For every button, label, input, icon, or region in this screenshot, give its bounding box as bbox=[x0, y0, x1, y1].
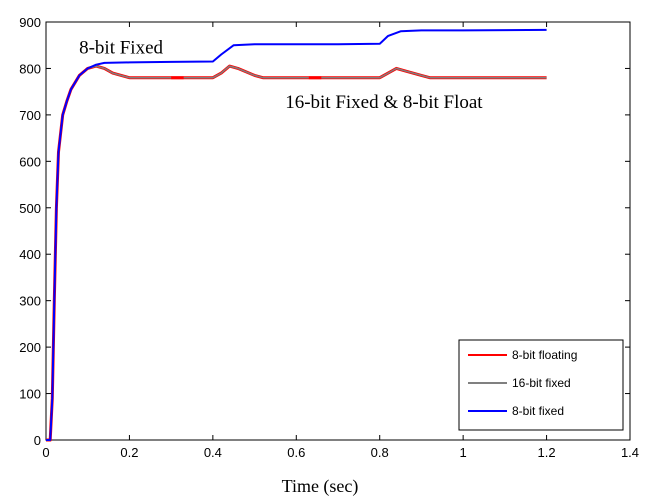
x-tick-label: 1.2 bbox=[538, 445, 556, 460]
x-tick-label: 0.6 bbox=[287, 445, 305, 460]
y-tick-label: 900 bbox=[19, 15, 41, 30]
x-tick-label: 0.2 bbox=[120, 445, 138, 460]
x-tick-label: 1 bbox=[460, 445, 467, 460]
x-axis: 0 0.2 0.4 0.6 0.8 1 1.2 1.4 bbox=[42, 22, 639, 460]
y-tick-label: 700 bbox=[19, 108, 41, 123]
x-axis-label: Time (sec) bbox=[282, 476, 359, 497]
x-tick-label: 1.4 bbox=[621, 445, 639, 460]
y-tick-label: 200 bbox=[19, 340, 41, 355]
y-tick-label: 800 bbox=[19, 61, 41, 76]
legend-label: 8-bit fixed bbox=[512, 404, 564, 418]
y-tick-label: 300 bbox=[19, 294, 41, 309]
y-tick-label: 600 bbox=[19, 154, 41, 169]
y-tick-label: 0 bbox=[34, 433, 41, 448]
y-tick-label: 100 bbox=[19, 387, 41, 402]
legend-label: 8-bit floating bbox=[512, 348, 577, 362]
series-layer bbox=[46, 28, 547, 442]
x-tick-label: 0 bbox=[42, 445, 49, 460]
x-tick-label: 0.4 bbox=[204, 445, 222, 460]
y-tick-label: 500 bbox=[19, 201, 41, 216]
legend-label: 16-bit fixed bbox=[512, 376, 571, 390]
legend: 8-bit floating 16-bit fixed 8-bit fixed bbox=[458, 339, 624, 431]
series-line-8-bit-fixed bbox=[46, 28, 547, 441]
y-axis: 0 100 200 300 400 500 600 700 800 900 bbox=[19, 15, 630, 448]
annotation-label: 16-bit Fixed & 8-bit Float bbox=[285, 92, 483, 113]
x-tick-label: 0.8 bbox=[371, 445, 389, 460]
annotation-layer: 8-bit Fixed 16-bit Fixed & 8-bit Float bbox=[79, 38, 483, 113]
annotation-label: 8-bit Fixed bbox=[79, 38, 163, 59]
y-tick-label: 400 bbox=[19, 247, 41, 262]
